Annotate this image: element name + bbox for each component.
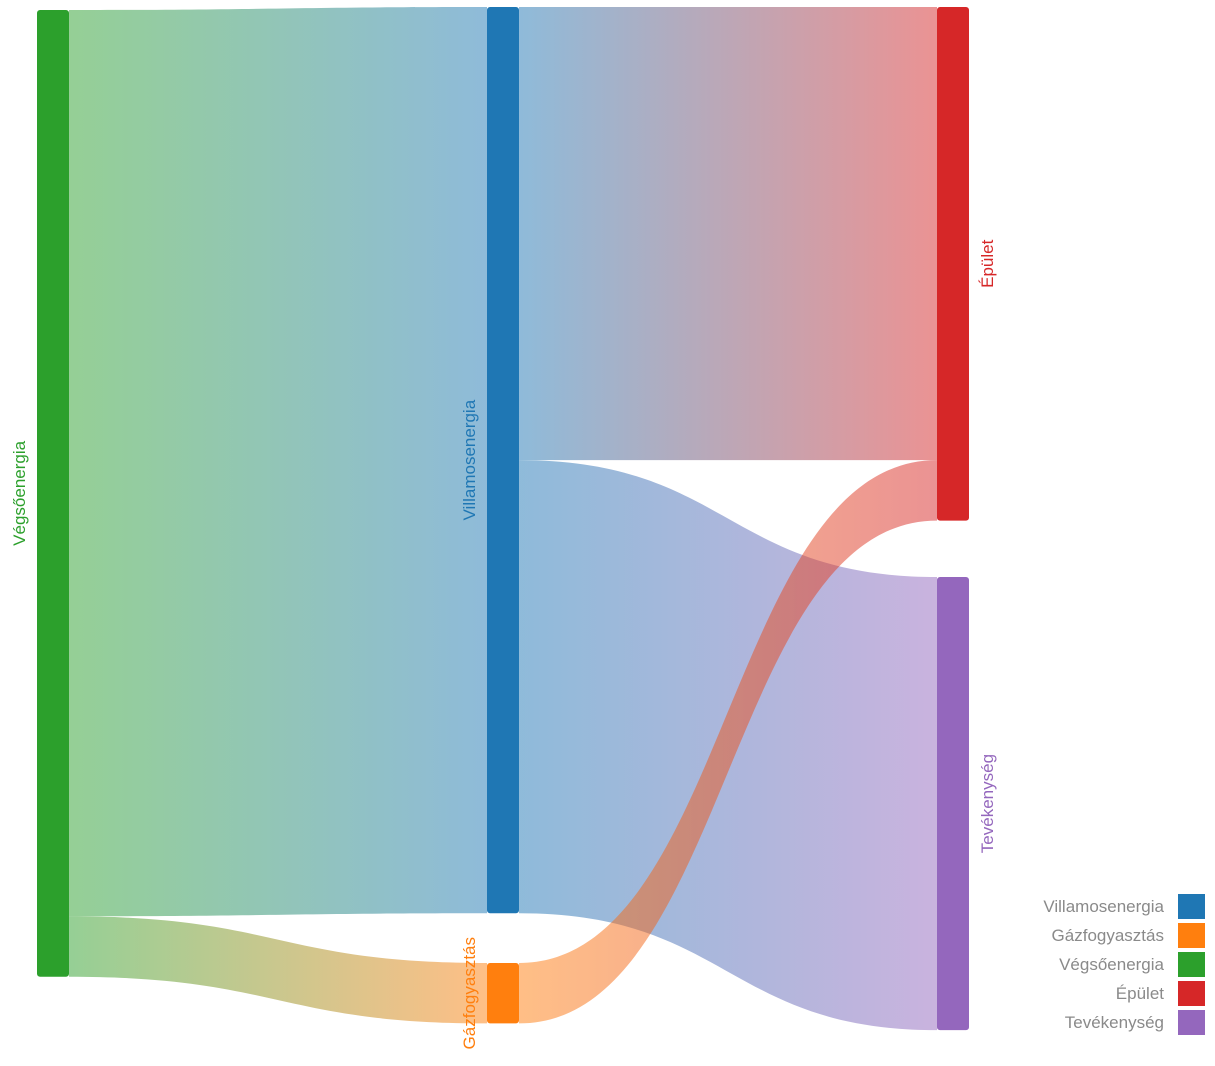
legend-swatch bbox=[1178, 981, 1205, 1006]
node-tev[interactable] bbox=[937, 577, 969, 1031]
nodes-layer bbox=[37, 7, 969, 1031]
node-label-vegso: Végsőenergia bbox=[10, 440, 29, 545]
legend-swatch bbox=[1178, 1010, 1205, 1035]
legend-swatch bbox=[1178, 923, 1205, 948]
node-villamos[interactable] bbox=[487, 7, 519, 914]
node-vegso[interactable] bbox=[37, 10, 69, 977]
legend-label: Gázfogyasztás bbox=[1051, 925, 1164, 945]
node-gaz[interactable] bbox=[487, 963, 519, 1024]
node-label-villamos: Villamosenergia bbox=[460, 399, 479, 520]
legend-item-epulet[interactable]: Épület bbox=[1005, 979, 1205, 1008]
legend-swatch bbox=[1178, 894, 1205, 919]
legend-label: Épület bbox=[1115, 983, 1164, 1003]
link-gaz-epulet[interactable] bbox=[519, 460, 937, 1024]
legend-swatch bbox=[1178, 952, 1205, 977]
node-label-gaz: Gázfogyasztás bbox=[460, 937, 479, 1049]
legend-label: Tevékenység bbox=[1064, 1012, 1164, 1032]
legend-item-tevekenyseg[interactable]: Tevékenység bbox=[1005, 1008, 1205, 1037]
link-villamos-epulet[interactable] bbox=[519, 7, 937, 461]
link-vegso-gaz[interactable] bbox=[69, 916, 487, 1024]
legend-item-villamosenergia[interactable]: Villamosenergia bbox=[1005, 892, 1205, 921]
node-label-epulet: Épület bbox=[978, 239, 997, 287]
legend-item-gazfogyasztas[interactable]: Gázfogyasztás bbox=[1005, 921, 1205, 950]
legend-label: Végsőenergia bbox=[1059, 954, 1164, 974]
legend-item-vegsoenergia[interactable]: Végsőenergia bbox=[1005, 950, 1205, 979]
links-layer bbox=[69, 7, 937, 1031]
node-label-tev: Tevékenység bbox=[978, 754, 997, 853]
labels-layer: Végsőenergia Villamosenergia Gázfogyasztás… bbox=[10, 239, 997, 1049]
link-vegso-villamos[interactable] bbox=[69, 7, 487, 917]
legend-label: Villamosenergia bbox=[1043, 896, 1164, 916]
legend: Villamosenergia Gázfogyasztás Végsőenerg… bbox=[1005, 892, 1205, 1037]
node-epulet[interactable] bbox=[937, 7, 969, 521]
